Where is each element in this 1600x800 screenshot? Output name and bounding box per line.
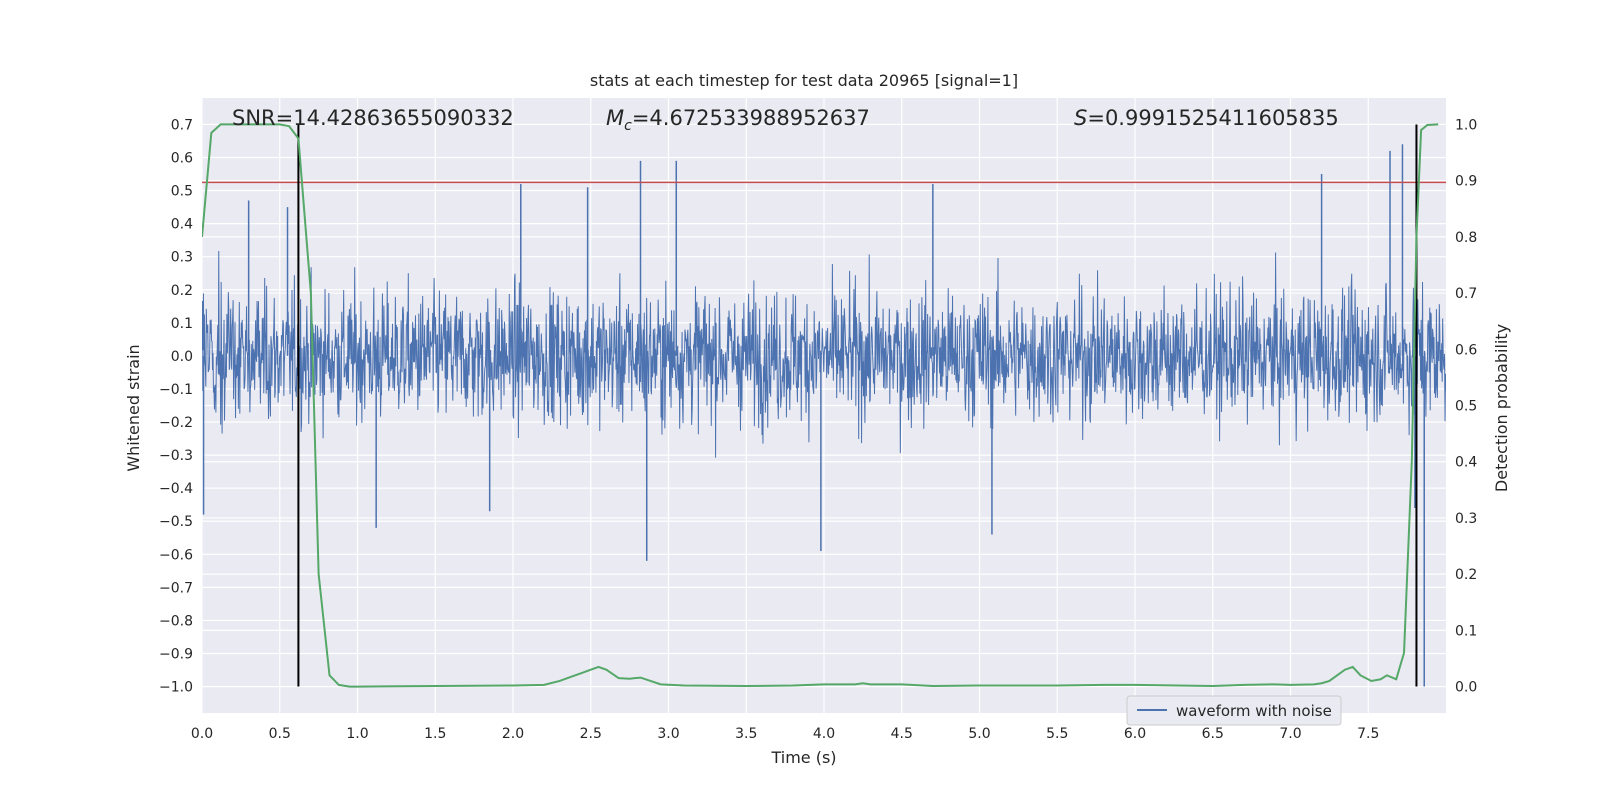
y2-tick-label: 0.8	[1455, 230, 1477, 246]
x-tick-labels: 0.0 0.5 1.0 1.5 2.0 2.5 3.0 3.5 4.0 4.5 5.0 5.5 6.0 6…	[191, 726, 1380, 742]
y2-tick-label: 0.9	[1455, 174, 1477, 190]
x-tick-label: 0.5	[269, 726, 291, 742]
y-tick-label: 0.0	[171, 349, 193, 365]
chart-title: stats at each timestep for test data 209…	[590, 71, 1018, 90]
legend: waveform with noise	[1126, 695, 1342, 726]
y-tick-label: 0.4	[171, 217, 193, 233]
y-tick-labels: 0.7 0.6 0.5 0.4 0.3 0.2 0.1 0.0 −0.1 −0.2 −0.3 −0.4…	[159, 117, 193, 695]
y-tick-label: 0.7	[171, 117, 193, 133]
x-tick-label: 0.0	[191, 726, 213, 742]
x-tick-label: 1.0	[346, 726, 368, 742]
y-tick-label: −1.0	[159, 680, 193, 696]
y2-tick-label: 1.0	[1455, 117, 1477, 133]
x-tick-label: 6.0	[1124, 726, 1146, 742]
y-tick-label: −0.1	[159, 382, 193, 398]
x-tick-label: 7.0	[1279, 726, 1301, 742]
x-tick-label: 4.0	[813, 726, 835, 742]
x-tick-label: 6.5	[1202, 726, 1224, 742]
x-tick-label: 3.0	[657, 726, 679, 742]
y-axis-label: Whitened strain	[124, 344, 143, 471]
x-tick-label: 2.5	[580, 726, 602, 742]
y-tick-label: 0.3	[171, 250, 193, 266]
s-symbol: S	[1074, 106, 1087, 130]
legend-box	[1126, 695, 1342, 726]
x-tick-label: 7.5	[1357, 726, 1379, 742]
waveform-series	[202, 144, 1446, 687]
waveform-path	[202, 250, 1446, 458]
y-tick-label: −0.2	[159, 415, 193, 431]
y-tick-label: −0.7	[159, 580, 193, 596]
y2-tick-label: 0.3	[1455, 511, 1477, 527]
s-annotation: S=0.9991525411605835	[1074, 106, 1339, 130]
y-tick-label: −0.9	[159, 646, 193, 662]
grid	[201, 98, 1446, 713]
chirp-mass-subscript: c	[624, 118, 632, 134]
y2-tick-label: 0.6	[1455, 342, 1477, 358]
y-tick-label: −0.4	[159, 481, 193, 497]
y-tick-label: −0.5	[159, 514, 193, 530]
y2-axis-label: Detection probability	[1492, 324, 1511, 492]
y-tick-label: 0.1	[171, 316, 193, 332]
legend-entry-waveform: waveform with noise	[1176, 702, 1332, 720]
chirp-mass-symbol: M	[606, 106, 624, 130]
x-tick-label: 4.5	[891, 726, 913, 742]
y-tick-label: 0.5	[171, 184, 193, 200]
chirp-mass-value: =4.672533988952637	[632, 106, 870, 130]
y-tick-label: −0.3	[159, 448, 193, 464]
x-tick-label: 2.0	[502, 726, 524, 742]
plot-contents	[202, 123, 1446, 688]
snr-annotation: SNR=14.42863655090332	[232, 106, 514, 130]
y-tick-label: −0.6	[159, 547, 193, 563]
y2-tick-labels: 0.0 0.1 0.2 0.3 0.4 0.5 0.6 0.7 0.8 0.9 1.0	[1455, 117, 1477, 695]
x-tick-label: 1.5	[424, 726, 446, 742]
y-tick-label: 0.2	[171, 283, 193, 299]
y2-tick-label: 0.5	[1455, 399, 1477, 415]
y2-tick-label: 0.0	[1455, 680, 1477, 696]
x-tick-label: 5.0	[968, 726, 990, 742]
y-tick-label: −0.8	[159, 613, 193, 629]
y2-tick-label: 0.4	[1455, 455, 1477, 471]
detection-probability-line	[202, 123, 1439, 688]
y2-tick-label: 0.7	[1455, 286, 1477, 302]
s-value: =0.9991525411605835	[1087, 106, 1338, 130]
y-tick-label: 0.6	[171, 151, 193, 167]
y2-tick-label: 0.2	[1455, 567, 1477, 583]
x-tick-label: 5.5	[1046, 726, 1068, 742]
x-tick-label: 3.5	[735, 726, 757, 742]
y2-tick-label: 0.1	[1455, 623, 1477, 639]
x-axis-label: Time (s)	[770, 748, 836, 767]
chirp-mass-annotation: Mc=4.672533988952637	[606, 106, 870, 134]
